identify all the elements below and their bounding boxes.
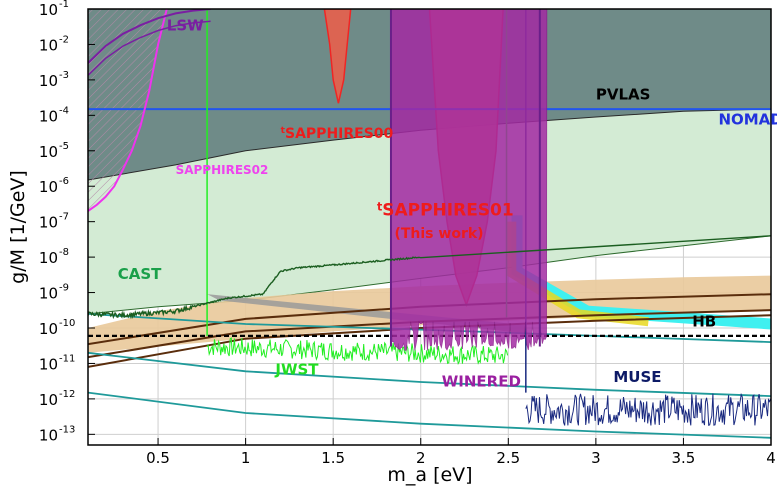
- y-tick-label: 10: [39, 72, 58, 90]
- sapphires02-curve: [88, 9, 168, 212]
- tsapphires00-region: [323, 9, 352, 104]
- y-tick-exponent: -2: [59, 34, 69, 45]
- pvlas-label: PVLAS: [596, 85, 651, 103]
- y-tick-exponent: -5: [59, 141, 69, 152]
- teal-limit-line: [88, 351, 771, 397]
- x-tick-label: 2.5: [496, 449, 520, 467]
- limit-curves: [88, 9, 771, 439]
- y-tick-exponent: -13: [59, 424, 75, 435]
- x-tick-label: 0.5: [146, 449, 170, 467]
- sapphires02-label: SAPPHIRES02: [176, 163, 269, 177]
- y-tick-exponent: -4: [59, 105, 69, 116]
- y-tick-label: 10: [39, 143, 58, 161]
- y-tick-label: 10: [39, 320, 58, 338]
- annotations: LSW PVLAS NOMAD tSAPPHIRES00 SAPPHIRES02 tSAP…: [118, 16, 777, 390]
- x-tick-label: 1.5: [321, 449, 345, 467]
- lsw-curve-lower: [88, 20, 211, 76]
- y-tick-exponent: -1: [59, 0, 69, 10]
- y-tick-label: 10: [39, 214, 58, 232]
- lsw-label: LSW: [167, 16, 204, 34]
- sapphires00-label: tSAPPHIRES00: [281, 126, 394, 142]
- y-tick-exponent: -9: [59, 283, 69, 294]
- y-tick-label: 10: [39, 391, 58, 409]
- thiswork-label: (This work): [394, 226, 483, 242]
- jwst-curve: [206, 337, 509, 365]
- teal-limit-line: [88, 313, 771, 343]
- y-tick-exponent: -10: [59, 318, 75, 329]
- y-tick-label: 10: [39, 355, 58, 373]
- winered-region: [390, 9, 548, 351]
- x-tick-label: 3.5: [672, 449, 696, 467]
- y-axis-title: g/M [1/GeV]: [7, 170, 29, 284]
- muse-curve: [525, 392, 771, 427]
- y-tick-exponent: -12: [59, 389, 75, 400]
- y-tick-exponent: -6: [59, 176, 69, 187]
- teal-limit-line: [88, 391, 771, 439]
- x-tick-label: 3: [591, 449, 601, 467]
- y-tick-exponent: -7: [59, 212, 69, 223]
- x-tick-label: 1: [241, 449, 251, 467]
- brown-model-line: [88, 314, 771, 368]
- x-tick-label: 2: [416, 449, 426, 467]
- plot-frame: [87, 8, 772, 446]
- winered-label: WINERED: [442, 373, 521, 391]
- jwst-label: JWST: [274, 361, 319, 379]
- x-tick-label: 4: [766, 449, 776, 467]
- y-tick-exponent: -3: [59, 70, 69, 81]
- lsw-curve: [88, 9, 211, 64]
- y-tick-exponent: -8: [59, 247, 69, 258]
- sapphires01-label: tSAPPHIRES01: [377, 200, 514, 220]
- cast-curve: [88, 235, 771, 320]
- muse-label: MUSE: [613, 368, 661, 386]
- nomad-label: NOMAD: [718, 111, 777, 129]
- y-tick-label: 10: [39, 36, 58, 54]
- cast-label: CAST: [118, 265, 162, 283]
- hb-label: HB: [692, 313, 716, 331]
- axis-ticks: 0.5 1 1.5 2 2.5 3 3.5 410-1310-1210-1110-1010-9…: [39, 0, 776, 467]
- y-tick-label: 10: [39, 107, 58, 125]
- y-tick-label: 10: [39, 1, 58, 19]
- x-axis-title: m_a [eV]: [387, 464, 472, 486]
- y-tick-label: 10: [39, 178, 58, 196]
- y-tick-label: 10: [39, 285, 58, 303]
- y-tick-exponent: -11: [59, 353, 75, 364]
- y-tick-label: 10: [39, 249, 58, 267]
- y-tick-label: 10: [39, 426, 58, 444]
